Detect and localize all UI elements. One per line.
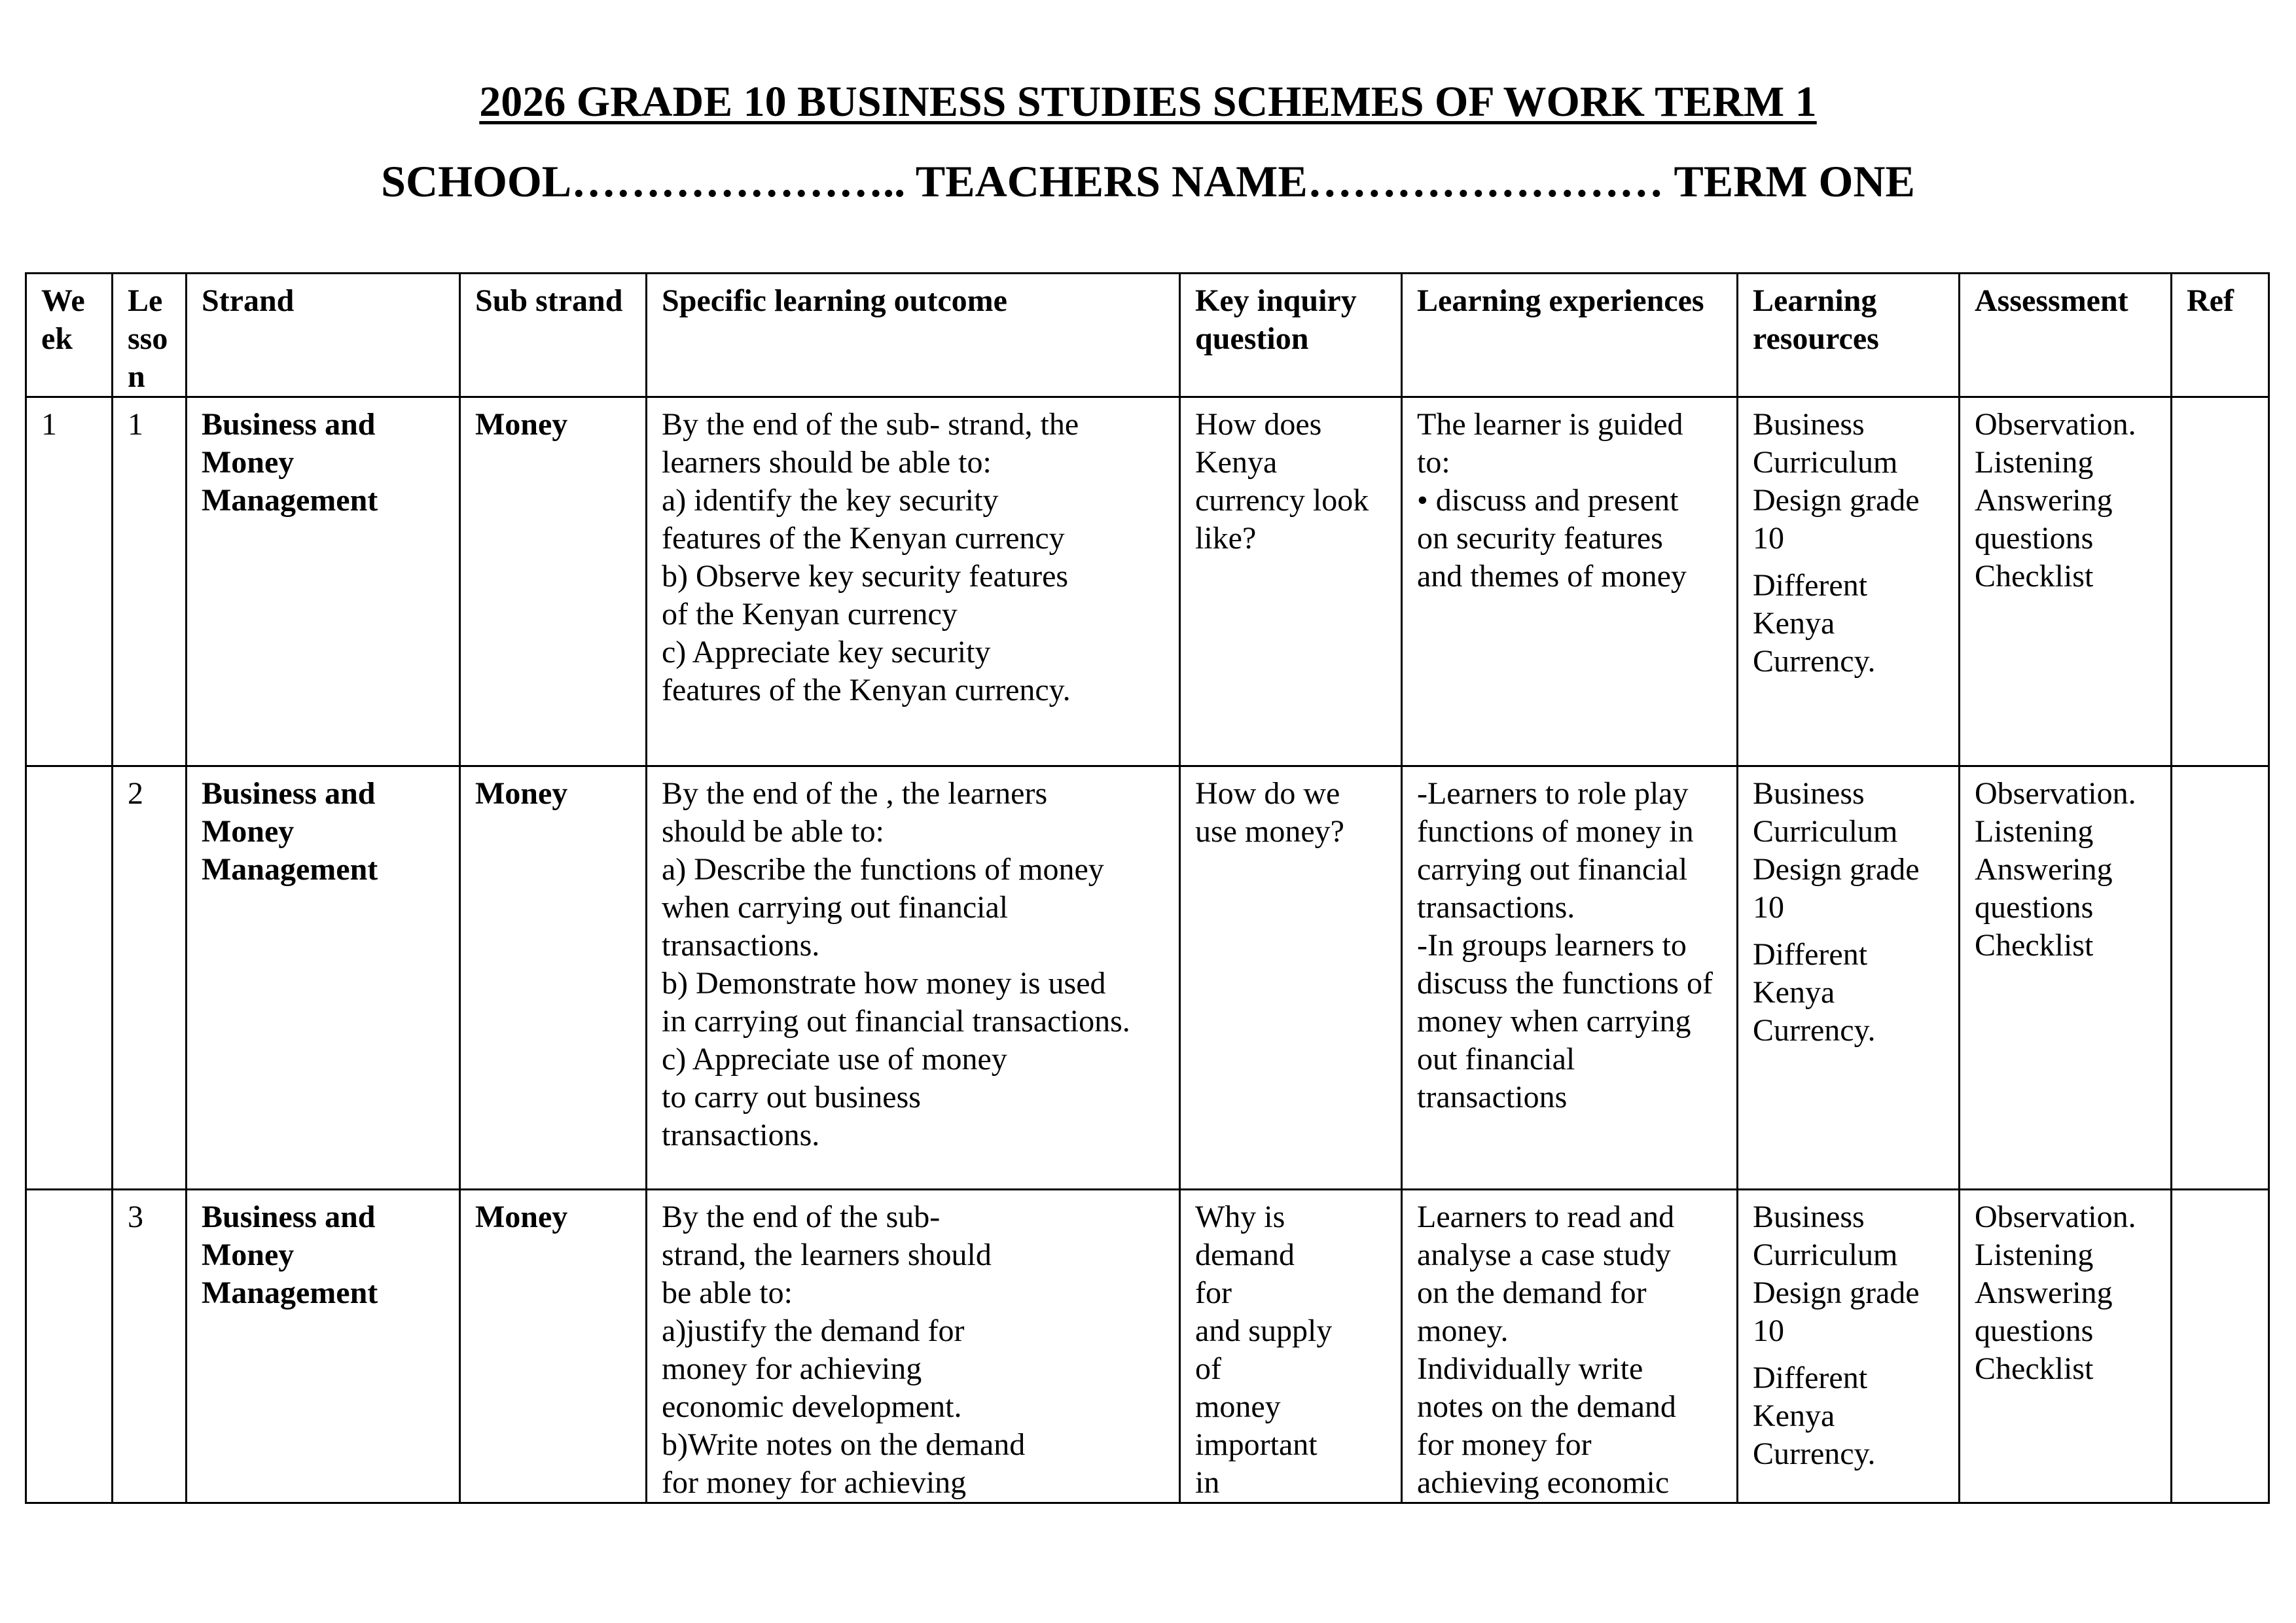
cell-ref	[2170, 1188, 2270, 1504]
cell-outcome: By the end of the sub- strand, the learn…	[645, 396, 1181, 767]
cell-ref	[2170, 765, 2270, 1190]
cell-sub-strand: Money	[459, 765, 647, 1190]
cell-experiences: Learners to read and analyse a case stud…	[1401, 1188, 1738, 1504]
cell-resources: Business Curriculum Design grade 10 Diffe…	[1736, 1188, 1960, 1504]
cell-lesson: 2	[111, 765, 187, 1190]
cell-resources: Business Curriculum Design grade 10 Diffe…	[1736, 396, 1960, 767]
cell-assessment: Observation. Listening Answering questio…	[1958, 396, 2172, 767]
document-title-text: 2026 GRADE 10 BUSINESS STUDIES SCHEMES O…	[479, 78, 1817, 126]
table-header-row: We ek Le sso n Strand Sub strand Specific le…	[25, 272, 2270, 398]
cell-experiences: The learner is guided to: • discuss and …	[1401, 396, 1738, 767]
resource-item: Different Kenya Currency.	[1753, 568, 1876, 679]
header-sub-strand: Sub strand	[459, 272, 647, 398]
cell-week: 1	[25, 396, 113, 767]
cell-outcome: By the end of the , the learners should …	[645, 765, 1181, 1190]
header-strand: Strand	[185, 272, 461, 398]
cell-week	[25, 765, 113, 1190]
header-key-inquiry-question: Key inquiry question	[1179, 272, 1403, 398]
cell-strand: Business and Money Management	[185, 396, 461, 767]
document-title: 2026 GRADE 10 BUSINESS STUDIES SCHEMES O…	[0, 77, 2296, 127]
cell-sub-strand: Money	[459, 396, 647, 767]
cell-strand: Business and Money Management	[185, 765, 461, 1190]
header-lesson: Le sso n	[111, 272, 187, 398]
header-assessment: Assessment	[1958, 272, 2172, 398]
cell-assessment: Observation. Listening Answering questio…	[1958, 765, 2172, 1190]
cell-sub-strand: Money	[459, 1188, 647, 1504]
table-row: 2 Business and Money Management Money By th…	[25, 765, 2270, 1190]
table-row: 3 Business and Money Management Money By th…	[25, 1188, 2270, 1504]
resource-item: Different Kenya Currency.	[1753, 937, 1876, 1048]
header-learning-experiences: Learning experiences	[1401, 272, 1738, 398]
cell-lesson: 3	[111, 1188, 187, 1504]
document-subtitle: SCHOOL………………….. TEACHERS NAME…………………… TE…	[381, 156, 1915, 206]
cell-inquiry: How does Kenya currency look like?	[1179, 396, 1403, 767]
cell-week	[25, 1188, 113, 1504]
resource-item: Business Curriculum Design grade 10	[1753, 1200, 1920, 1348]
header-learning-resources: Learning resources	[1736, 272, 1960, 398]
cell-assessment: Observation. Listening Answering questio…	[1958, 1188, 2172, 1504]
cell-lesson: 1	[111, 396, 187, 767]
header-week: We ek	[25, 272, 113, 398]
schemes-of-work-table: We ek Le sso n Strand Sub strand Specific le…	[25, 272, 2270, 1504]
header-ref: Ref	[2170, 272, 2270, 398]
cell-experiences: -Learners to role play functions of mone…	[1401, 765, 1738, 1190]
cell-strand: Business and Money Management	[185, 1188, 461, 1504]
resource-item: Business Curriculum Design grade 10	[1753, 776, 1920, 925]
cell-inquiry: Why is demand for and supply of money im…	[1179, 1188, 1403, 1504]
cell-resources: Business Curriculum Design grade 10 Diffe…	[1736, 765, 1960, 1190]
cell-ref	[2170, 396, 2270, 767]
resource-item: Different Kenya Currency.	[1753, 1361, 1876, 1471]
resource-item: Business Curriculum Design grade 10	[1753, 407, 1920, 556]
header-specific-learning-outcome: Specific learning outcome	[645, 272, 1181, 398]
cell-inquiry: How do we use money?	[1179, 765, 1403, 1190]
cell-outcome: By the end of the sub- strand, the learn…	[645, 1188, 1181, 1504]
table-row: 1 1 Business and Money Management Money By t…	[25, 396, 2270, 767]
